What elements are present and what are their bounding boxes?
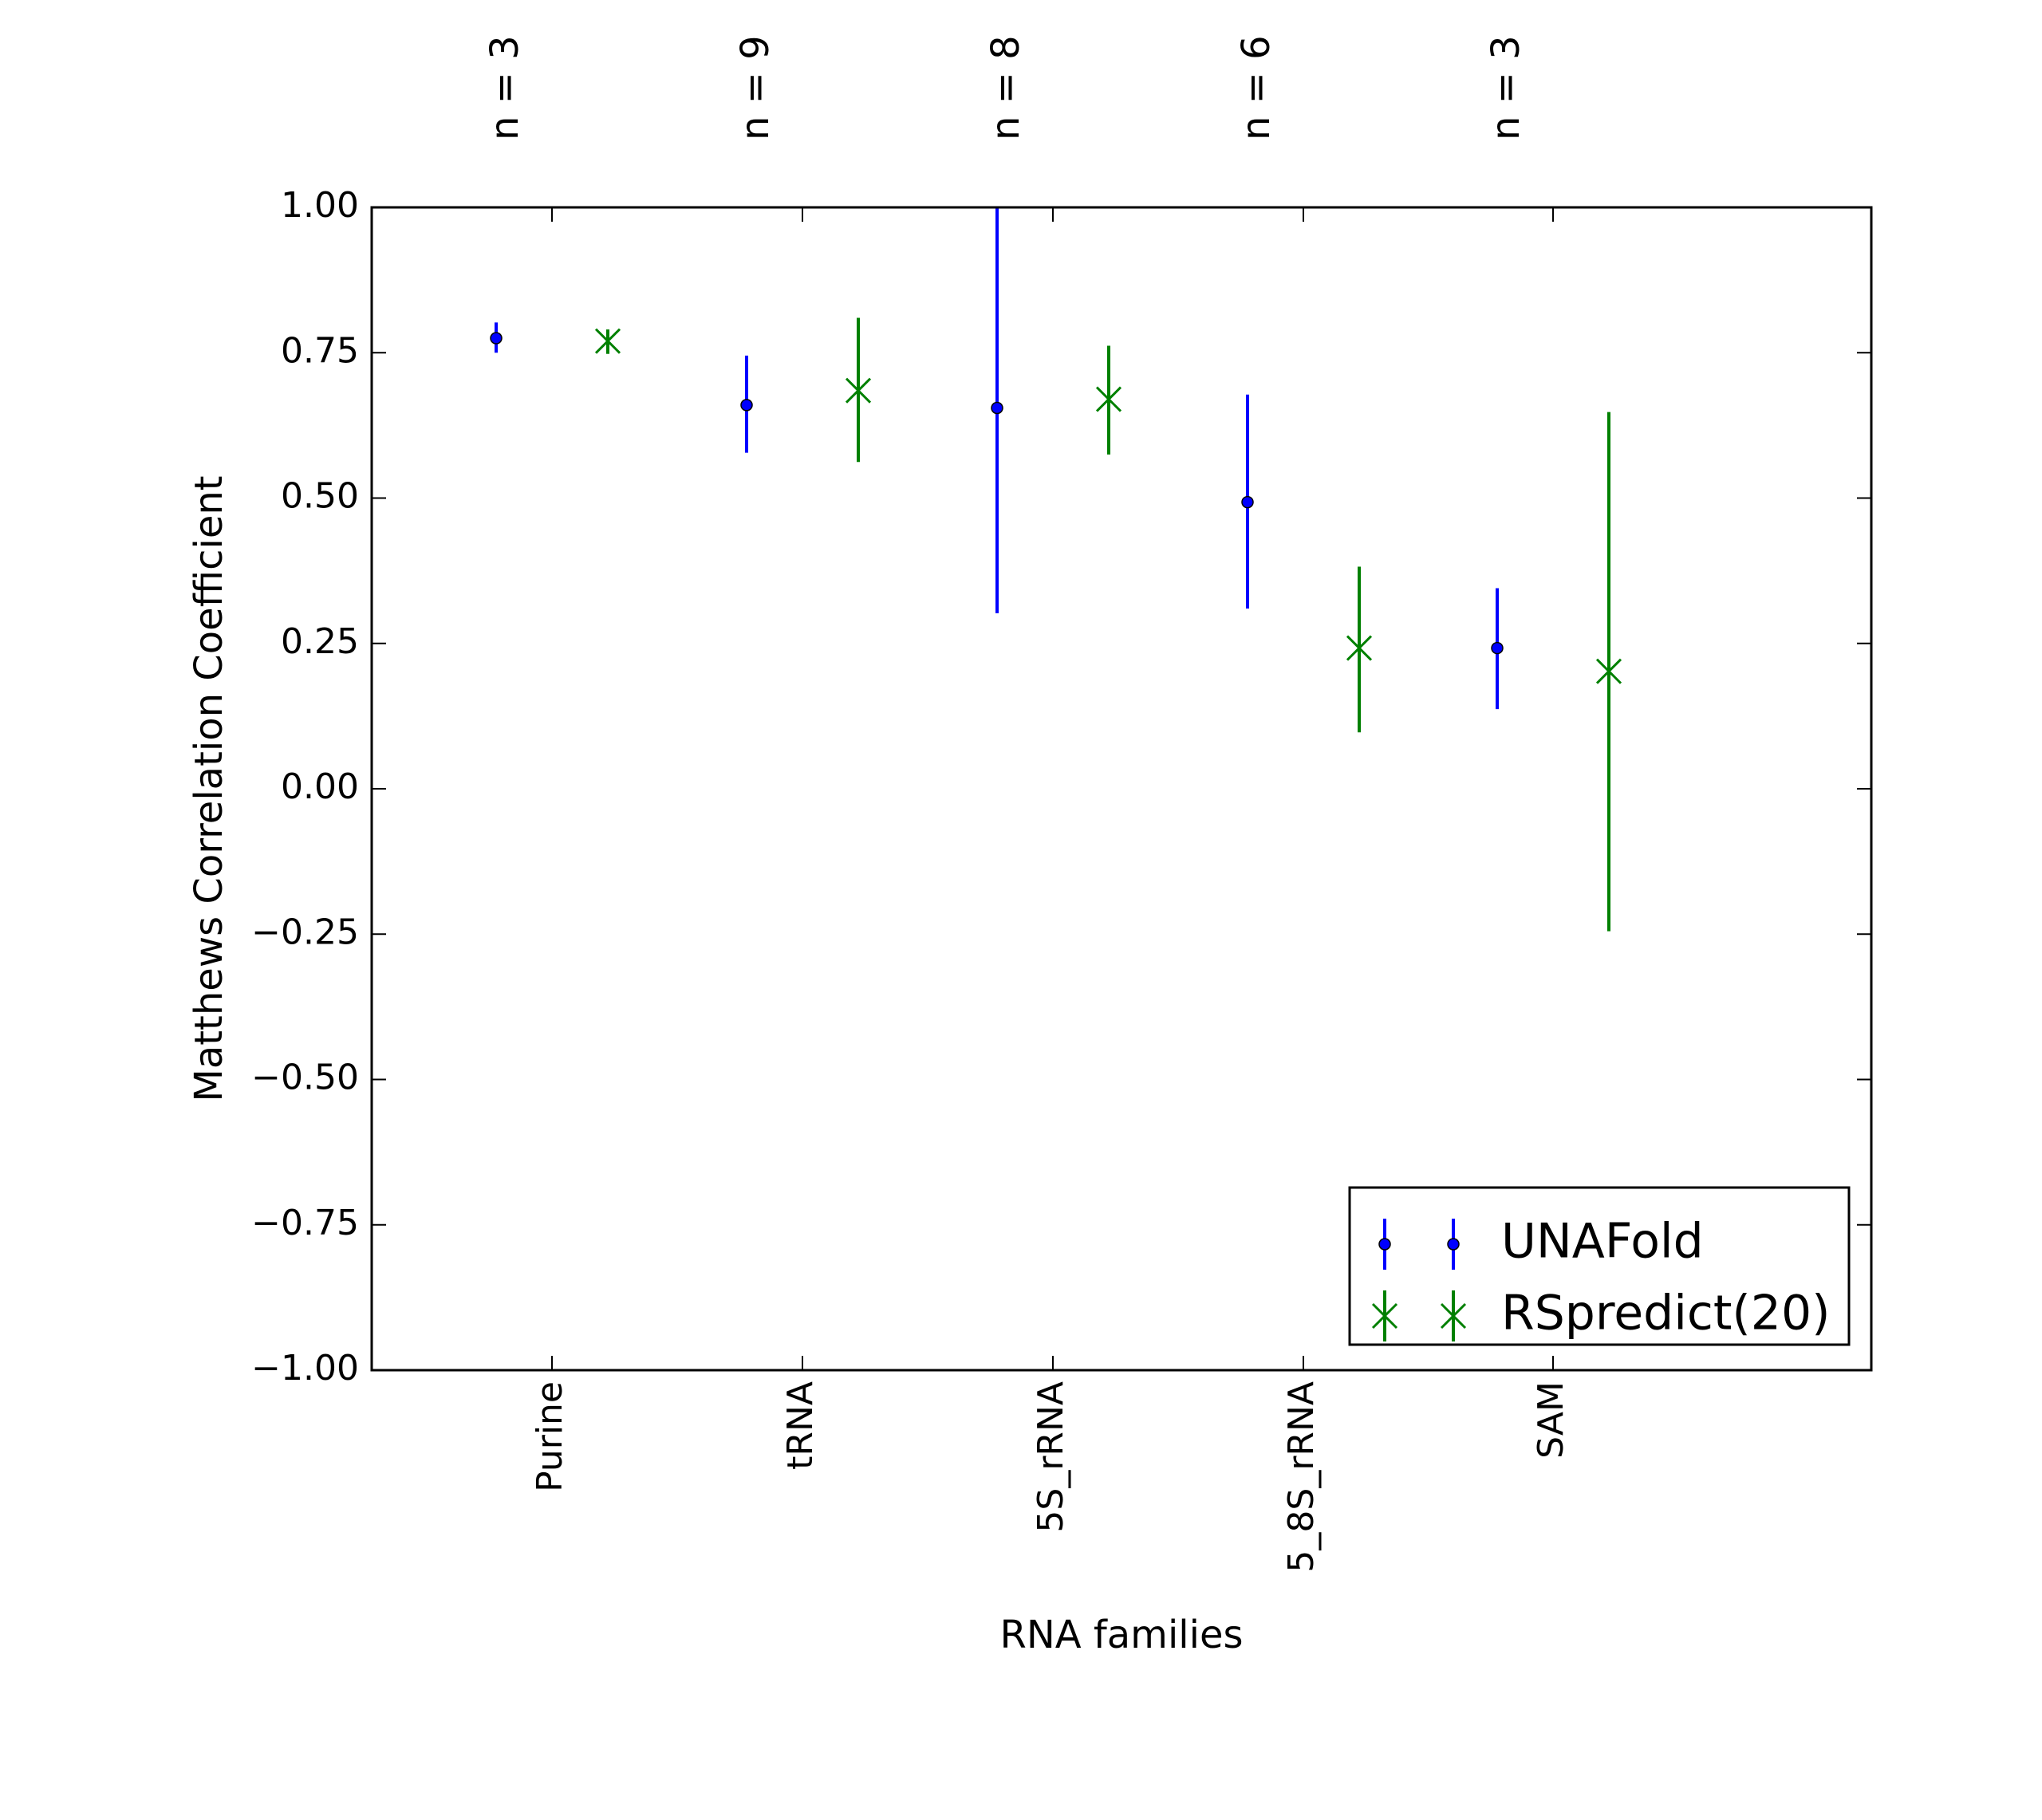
series-rspredict [594, 317, 1622, 932]
y-axis-label: Matthews Correlation Coefficient [187, 475, 231, 1101]
n-count-label: n = 6 [1234, 35, 1279, 140]
data-point [1378, 1238, 1391, 1251]
data-point-x-stroke [1371, 1302, 1398, 1330]
data-point-x-stroke [1595, 658, 1622, 684]
data-point [740, 399, 753, 412]
data-point-x-stroke [845, 377, 872, 404]
x-tick-label: SAM [1531, 1381, 1571, 1459]
legend-markers [1371, 1219, 1467, 1341]
y-tick-label: 0.25 [281, 621, 359, 662]
data-point-x-stroke [594, 328, 621, 354]
data-point [490, 332, 503, 345]
n-count-label: n = 9 [733, 35, 778, 140]
legend-box [1348, 1186, 1851, 1346]
n-count-label: n = 8 [984, 35, 1028, 140]
y-tick-label: 1.00 [281, 185, 359, 226]
data-point-x-stroke [1346, 635, 1373, 661]
n-labels: n = 3 n = 9 n = 8 n = 6 n = 3 [483, 35, 1528, 140]
x-tick-label: Purine [530, 1381, 570, 1492]
legend-label-unafold: UNAFold [1501, 1214, 1704, 1270]
x-tick-label: 5_8S_rRNA [1281, 1381, 1322, 1573]
data-point-x-stroke [1095, 386, 1122, 412]
y-tick-label: 0.00 [281, 766, 359, 807]
plot-frame [370, 206, 1873, 1372]
x-axis-label: RNA families [1000, 1613, 1244, 1657]
legend: UNAFold RSpredict(20) [1348, 1186, 1851, 1346]
series-unafold [490, 207, 1504, 710]
y-tick-label: 0.75 [281, 330, 359, 371]
x-tick-label: 5S_rRNA [1031, 1381, 1071, 1533]
y-tick-label: 0.50 [281, 476, 359, 517]
data-point-x-stroke [1440, 1302, 1467, 1330]
legend-label-rspredict: RSpredict(20) [1501, 1286, 1831, 1341]
x-tick-labels: Purine tRNA 5S_rRNA 5_8S_rRNA SAM [530, 1381, 1571, 1573]
data-point [1241, 495, 1254, 509]
data-point [1447, 1238, 1460, 1251]
n-count-label: n = 3 [1484, 35, 1528, 140]
y-tick-label: −0.50 [251, 1058, 359, 1098]
series-layer [490, 207, 1622, 932]
n-count-label: n = 3 [483, 35, 527, 140]
y-tick-label: −0.75 [251, 1203, 359, 1243]
data-point [991, 401, 1003, 415]
y-tick-label: −0.25 [251, 912, 359, 952]
x-tick-label: tRNA [780, 1381, 821, 1470]
y-tick-label: −1.00 [251, 1348, 359, 1389]
data-point [1491, 641, 1504, 655]
y-tick-labels: 1.00 0.75 0.50 0.25 0.00 −0.25 −0.50 −0.75 −1.00 [251, 185, 359, 1389]
